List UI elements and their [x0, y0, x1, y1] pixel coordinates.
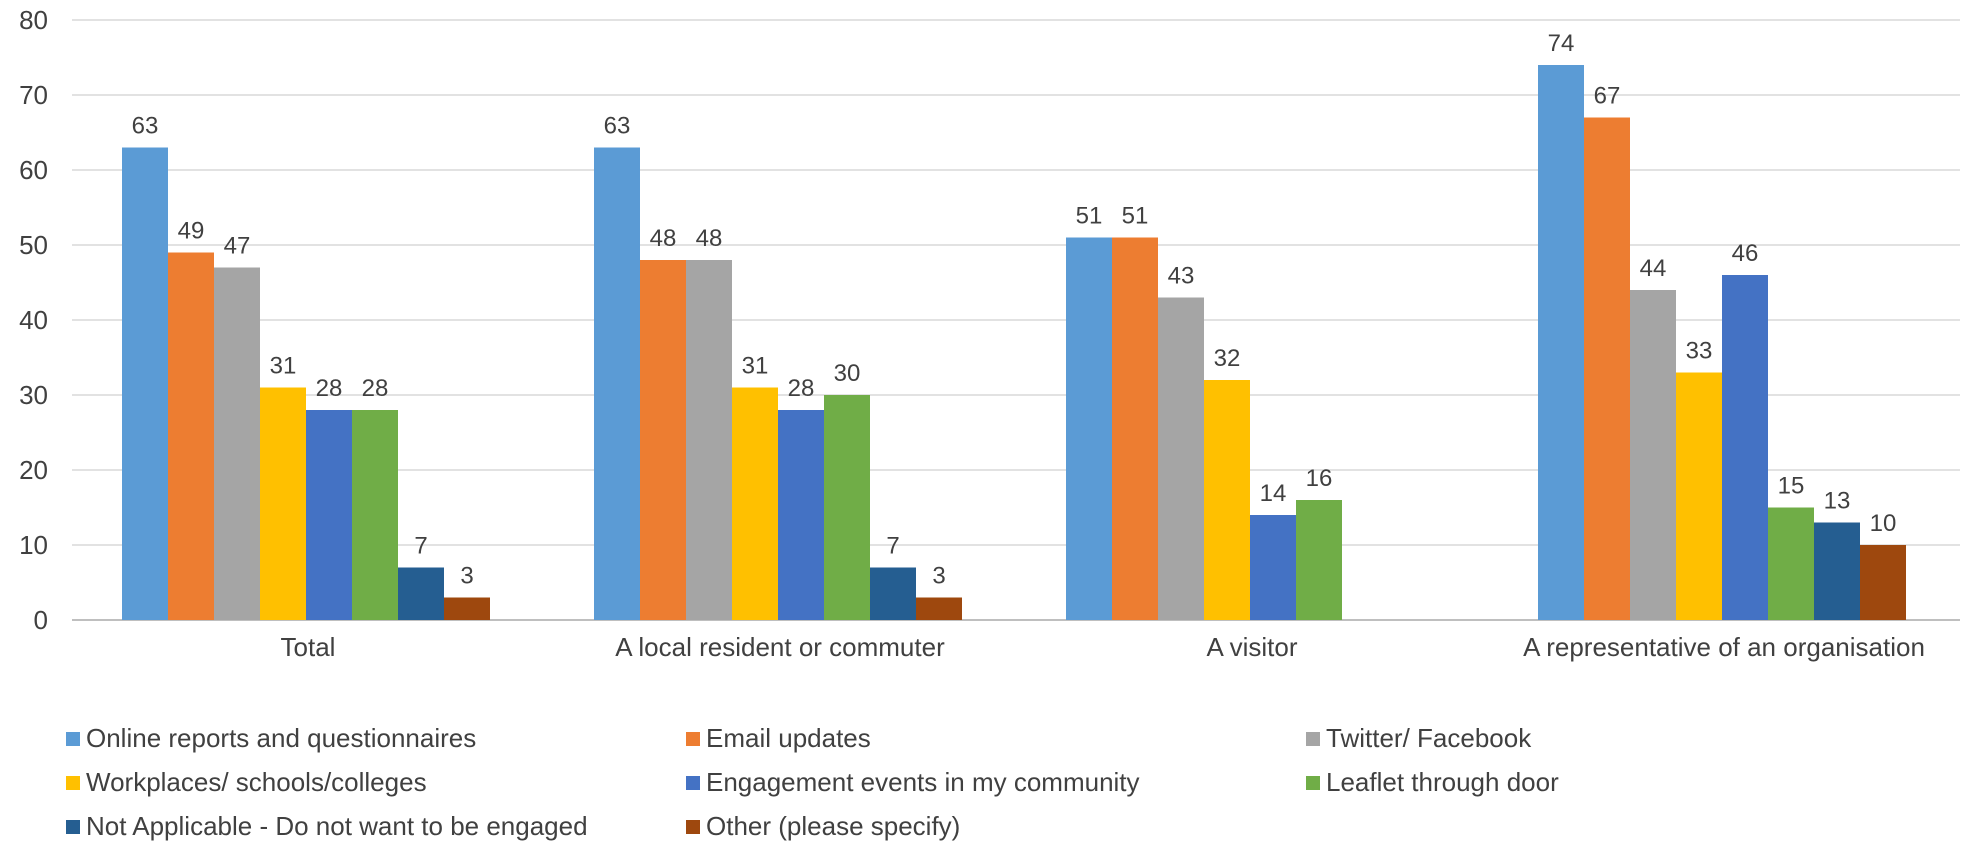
bar [1158, 297, 1204, 620]
y-tick-label: 10 [19, 530, 48, 560]
legend: Online reports and questionnaires Email u… [66, 723, 1559, 841]
data-label: 28 [788, 375, 815, 402]
data-label: 7 [414, 533, 427, 560]
data-label: 16 [1306, 465, 1333, 492]
bar [732, 387, 778, 620]
x-tick-label: Total [281, 632, 336, 662]
data-label: 49 [178, 218, 205, 245]
bar [122, 147, 168, 620]
data-label: 46 [1732, 240, 1759, 267]
x-tick-label: A representative of an organisation [1523, 632, 1925, 662]
data-label: 7 [886, 533, 899, 560]
data-label: 14 [1260, 480, 1287, 507]
y-tick-label: 0 [34, 605, 48, 635]
bar [1204, 380, 1250, 620]
legend-label: Other (please specify) [706, 811, 960, 841]
bar [1676, 372, 1722, 620]
data-label: 74 [1548, 30, 1575, 57]
bar [1250, 515, 1296, 620]
legend-swatch [1306, 776, 1320, 790]
data-label: 28 [316, 375, 343, 402]
y-axis: 0 10 20 30 40 50 60 70 80 [19, 5, 48, 635]
data-label: 44 [1640, 255, 1667, 282]
bar [1066, 237, 1112, 620]
legend-swatch [686, 820, 700, 834]
bar [870, 567, 916, 620]
y-tick-label: 70 [19, 80, 48, 110]
data-label: 51 [1076, 203, 1103, 230]
y-tick-label: 50 [19, 230, 48, 260]
data-label: 48 [696, 225, 723, 252]
bar [168, 252, 214, 620]
data-label: 10 [1870, 510, 1897, 537]
x-tick-label: A local resident or commuter [615, 632, 945, 662]
bar [352, 410, 398, 620]
data-label: 28 [362, 375, 389, 402]
legend-label: Leaflet through door [1326, 767, 1559, 797]
data-label: 63 [132, 113, 159, 140]
y-tick-label: 60 [19, 155, 48, 185]
legend-label: Engagement events in my community [706, 767, 1140, 797]
bar [1296, 500, 1342, 620]
data-label: 48 [650, 225, 677, 252]
data-label: 31 [270, 353, 297, 380]
data-label: 67 [1594, 83, 1621, 110]
legend-label: Online reports and questionnaires [86, 723, 476, 753]
legend-label: Twitter/ Facebook [1326, 723, 1532, 753]
data-labels: 63 49 47 31 28 28 7 3 63 48 48 31 28 30 7 3 51 51 43 32 14 16… [132, 30, 1897, 590]
bar [824, 395, 870, 620]
bar [1112, 237, 1158, 620]
bar [260, 387, 306, 620]
legend-swatch [66, 732, 80, 746]
bar [1630, 290, 1676, 620]
bar [1814, 522, 1860, 620]
legend-label: Workplaces/ schools/colleges [86, 767, 427, 797]
data-label: 63 [604, 113, 631, 140]
bar [1768, 507, 1814, 620]
data-label: 3 [460, 563, 473, 590]
x-tick-label: A visitor [1206, 632, 1297, 662]
data-label: 13 [1824, 488, 1851, 515]
legend-label: Email updates [706, 723, 871, 753]
bar [1538, 65, 1584, 620]
bar [640, 260, 686, 620]
bar [916, 597, 962, 620]
data-label: 33 [1686, 338, 1713, 365]
legend-label: Not Applicable - Do not want to be engag… [86, 811, 588, 841]
data-label: 3 [932, 563, 945, 590]
legend-swatch [686, 776, 700, 790]
bar [686, 260, 732, 620]
bar [778, 410, 824, 620]
bar [214, 267, 260, 620]
y-tick-label: 20 [19, 455, 48, 485]
legend-swatch [66, 820, 80, 834]
y-tick-label: 40 [19, 305, 48, 335]
bar [594, 147, 640, 620]
bars [122, 65, 1906, 620]
data-label: 30 [834, 360, 861, 387]
bar [1860, 545, 1906, 620]
data-label: 15 [1778, 473, 1805, 500]
bar [1722, 275, 1768, 620]
bar [1584, 117, 1630, 620]
data-label: 51 [1122, 203, 1149, 230]
legend-swatch [66, 776, 80, 790]
legend-swatch [1306, 732, 1320, 746]
data-label: 43 [1168, 263, 1195, 290]
data-label: 31 [742, 353, 769, 380]
legend-swatch [686, 732, 700, 746]
y-tick-label: 30 [19, 380, 48, 410]
data-label: 47 [224, 233, 251, 260]
bar [306, 410, 352, 620]
bar [444, 597, 490, 620]
bar [398, 567, 444, 620]
data-label: 32 [1214, 345, 1241, 372]
x-axis: Total A local resident or commuter A visit… [281, 632, 1925, 662]
y-tick-label: 80 [19, 5, 48, 35]
